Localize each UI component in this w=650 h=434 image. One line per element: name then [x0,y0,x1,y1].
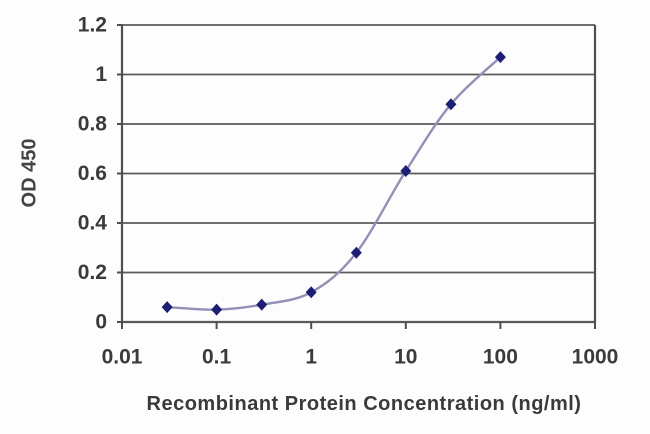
data-point-marker [494,51,506,64]
y-tick-label: 1 [95,63,107,86]
x-tick-label: 100 [483,346,518,369]
data-point-marker [400,165,412,178]
y-tick-label: 0.4 [78,212,108,235]
data-point-marker [211,303,223,316]
y-tick-label: 1.2 [78,14,107,37]
x-axis-title: Recombinant Protein Concentration (ng/ml… [146,393,582,415]
x-tick-label: 10 [394,346,417,369]
y-tick-label: 0.8 [78,113,108,136]
data-point-marker [305,286,317,299]
x-tick-label: 1 [305,346,317,369]
data-point-marker [350,246,362,259]
y-tick-label: 0.6 [78,162,107,185]
y-tick-label: 0.2 [78,261,107,284]
data-point-marker [445,98,457,111]
data-point-marker [256,298,268,311]
y-axis-title: OD 450 [18,138,41,208]
y-tick-label: 0 [95,311,107,334]
data-point-marker [161,301,173,314]
x-tick-label: 0.1 [202,346,232,369]
x-tick-label: 1000 [572,346,619,369]
x-tick-label: 0.01 [102,346,143,369]
